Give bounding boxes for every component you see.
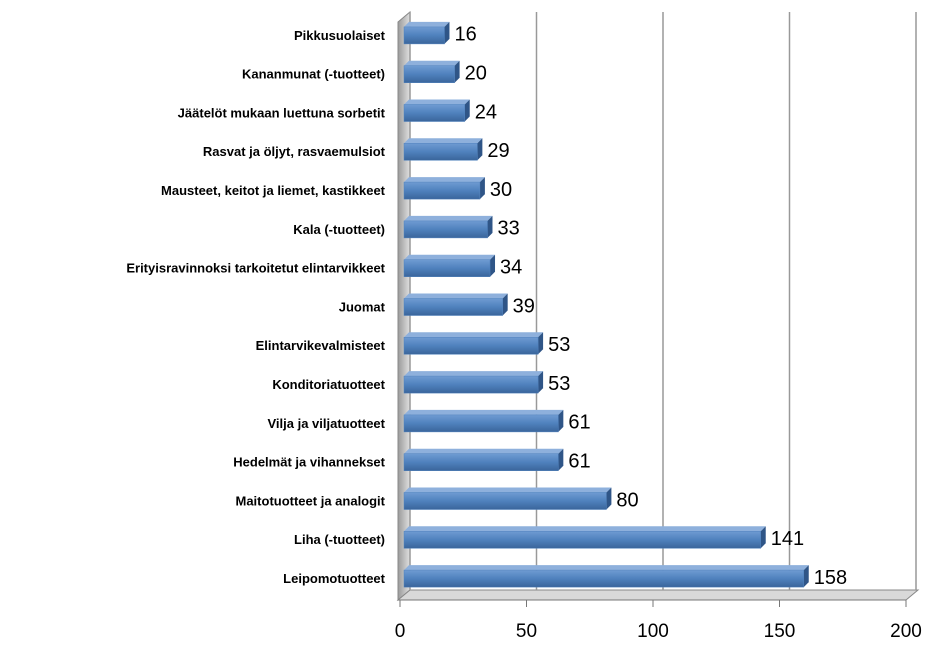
data-label: 34	[500, 256, 522, 278]
data-label: 29	[487, 140, 509, 162]
y-tick-label: Maitotuotteet ja analogit	[236, 493, 386, 508]
data-label: 61	[568, 450, 590, 472]
bar	[403, 337, 539, 355]
y-tick-label: Vilja ja viljatuotteet	[267, 416, 385, 431]
bar-top	[404, 177, 485, 183]
y-tick-label: Kananmunat (-tuotteet)	[242, 67, 385, 82]
bar-top	[404, 99, 470, 105]
bar-top	[404, 487, 612, 493]
bar-top	[404, 254, 496, 260]
bar	[403, 65, 455, 83]
data-label: 39	[513, 295, 535, 317]
bar-top	[404, 332, 544, 338]
y-tick-label: Elintarvikevalmisteet	[256, 338, 386, 353]
data-label: 141	[771, 528, 804, 550]
bar-top	[404, 293, 508, 299]
bar-side	[454, 60, 460, 83]
data-label: 33	[497, 218, 519, 240]
bar	[403, 531, 761, 549]
bar-side	[760, 526, 766, 549]
data-label: 30	[490, 179, 512, 201]
bar-side	[464, 99, 470, 122]
x-tick-label: 100	[637, 621, 669, 642]
y-tick-label: Leipomotuotteet	[283, 571, 385, 586]
y-tick-label: Erityisravinnoksi tarkoitetut elintarvik…	[126, 261, 385, 276]
data-label: 16	[454, 24, 476, 46]
y-tick-label: Juomat	[339, 299, 386, 314]
bar-top	[404, 526, 766, 532]
x-tick-label: 50	[516, 621, 537, 642]
data-label: 80	[616, 489, 638, 511]
bar-top	[404, 409, 564, 415]
y-tick-label: Liha (-tuotteet)	[294, 532, 385, 547]
data-label: 20	[465, 62, 487, 84]
x-tick-label: 0	[395, 621, 406, 642]
bar	[403, 375, 539, 394]
bar-side	[479, 177, 485, 200]
y-tick-label: Mausteet, keitot ja liemet, kastikkeet	[161, 183, 386, 198]
y-tick-label: Konditoriatuotteet	[272, 377, 385, 392]
bar-side	[558, 448, 564, 471]
y-tick-label: Pikkusuolaiset	[294, 28, 386, 43]
bar-top	[404, 60, 460, 66]
data-label: 53	[548, 373, 570, 395]
bar	[403, 143, 478, 161]
data-label: 24	[475, 101, 497, 123]
y-tick-label: Kala (-tuotteet)	[293, 222, 385, 237]
y-tick-label: Hedelmät ja vihannekset	[233, 455, 385, 470]
bar-top	[404, 215, 493, 221]
bar	[403, 414, 559, 433]
bar	[403, 26, 445, 45]
bar-side	[477, 138, 483, 161]
bar-top	[404, 565, 809, 571]
bar-side	[538, 371, 544, 394]
bar	[403, 181, 481, 200]
bar-side	[490, 254, 496, 277]
data-label: 61	[568, 412, 590, 434]
bar-side	[538, 332, 544, 355]
bar	[403, 104, 465, 122]
bar	[403, 298, 503, 316]
bar-side	[803, 565, 809, 588]
bar-side	[444, 21, 450, 44]
y-tick-label: Rasvat ja öljyt, rasvaemulsiot	[203, 144, 386, 159]
bar-top	[404, 448, 564, 454]
bar	[403, 492, 607, 510]
x-tick-label: 200	[890, 621, 922, 642]
bar-top	[404, 21, 450, 27]
y-tick-label: Jäätelöt mukaan luettuna sorbetit	[178, 105, 386, 120]
bar-top	[404, 138, 483, 144]
bar-side	[606, 487, 612, 510]
floor	[396, 589, 920, 601]
bar	[403, 453, 559, 471]
data-label: 53	[548, 334, 570, 356]
bar-top	[404, 371, 544, 377]
bar-side	[487, 215, 493, 238]
bar	[403, 569, 804, 588]
data-label: 158	[814, 567, 847, 589]
x-tick-label: 150	[764, 621, 796, 642]
bar-side	[502, 293, 508, 316]
bar	[403, 259, 491, 277]
bar-side	[558, 409, 564, 432]
bar	[403, 220, 488, 239]
